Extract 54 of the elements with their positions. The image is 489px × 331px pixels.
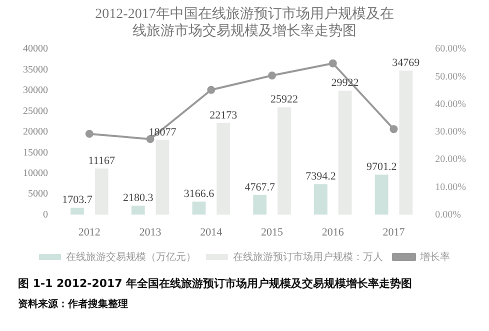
caption: 图 1-1 2012-2017 年全国在线旅游预订市场用户规模及交易规模增长率走势图: [18, 276, 414, 291]
y-tick-label: 30000: [23, 85, 48, 96]
y-tick-label: 35000: [23, 64, 48, 76]
data-label: 1703.7: [62, 194, 93, 206]
y-tick-label: 20000: [23, 126, 48, 138]
text: 资料来源：作者搜集整理: [18, 298, 129, 311]
data-label: 7394.2: [306, 170, 336, 183]
point: [207, 86, 216, 94]
x-tick-label: 2014: [200, 226, 223, 238]
y-tick-label: 40000: [23, 44, 48, 55]
y-tick-label: 10000: [23, 168, 48, 179]
bar: [70, 208, 84, 215]
data-label: 29922: [331, 77, 359, 90]
y2-tick-label: 30.00%: [435, 126, 466, 138]
y-tick-label: 25000: [23, 106, 48, 117]
point: [146, 135, 154, 144]
y2-tick-label: 60.00%: [435, 44, 466, 55]
point: [268, 72, 276, 80]
data-label: 9701.2: [366, 160, 397, 173]
data-label: 11167: [88, 154, 116, 167]
data-label: 25922: [270, 94, 298, 106]
y2-tick-label: 0.00%: [435, 209, 462, 220]
bar: [156, 140, 170, 215]
legend-label: 在线旅游预订市场用户规模：万人: [233, 250, 383, 263]
x-tick-label: 2015: [261, 226, 284, 238]
data-label: 22173: [210, 109, 238, 122]
y2-tick-label: 10.00%: [435, 182, 466, 193]
bar: [131, 206, 145, 215]
y-tick-label: 5000: [28, 188, 48, 200]
bar: [253, 195, 267, 215]
y2-tick-label: 50.00%: [435, 71, 466, 82]
point: [85, 130, 94, 138]
y-tick-label: 0: [43, 209, 48, 220]
x-tick-label: 2017: [382, 226, 406, 238]
data-label: 2180.3: [122, 192, 154, 204]
bar: [314, 184, 328, 215]
y2-tick-label: 40.00%: [435, 98, 466, 110]
chart-title: 2012-2017年中国在线旅游预订市场用户规模及在线旅游市场交易规模及增长率走势图: [94, 6, 394, 40]
bar: [399, 70, 413, 215]
data-label: 34769: [392, 57, 420, 70]
legend-label: 在线旅游交易规模（万亿元）: [66, 250, 196, 263]
x-tick-label: 2013: [139, 226, 162, 238]
y-tick-label: 15000: [23, 147, 48, 158]
x-tick-label: 2016: [322, 226, 344, 238]
data-label: 18077: [148, 126, 177, 138]
point: [390, 125, 398, 134]
legend-label: 增长率: [419, 250, 450, 263]
bar: [374, 174, 388, 215]
y2-tick-label: 20.00%: [435, 154, 466, 166]
data-label: 3166.6: [184, 188, 215, 200]
data-label: 4767.7: [244, 181, 276, 194]
x-tick-label: 2012: [78, 226, 100, 238]
point: [328, 59, 337, 68]
bar: [192, 202, 206, 215]
